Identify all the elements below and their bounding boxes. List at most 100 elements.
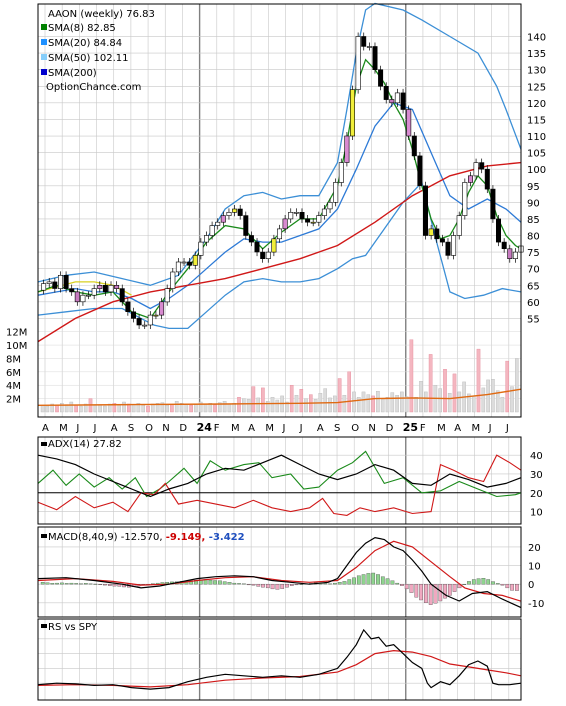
- volume-bar: [333, 395, 337, 413]
- macd-histogram-bar: [285, 584, 289, 588]
- candle-body: [422, 185, 428, 236]
- macd-histogram-bar: [515, 584, 519, 591]
- minus-di-line: [37, 454, 522, 516]
- candle-body: [479, 162, 485, 170]
- macd-histogram-bar: [208, 579, 213, 585]
- macd-histogram-bar: [419, 584, 423, 601]
- candle-body: [445, 241, 451, 256]
- y-tick-label: 60: [527, 298, 540, 309]
- x-month-label: J: [75, 423, 79, 434]
- candle-body: [153, 314, 159, 317]
- volume-bar: [112, 403, 117, 413]
- macd-histogram-bar: [428, 584, 433, 605]
- macd-histogram-bar: [404, 584, 409, 590]
- macd-histogram-bar: [289, 584, 294, 586]
- candle-body: [86, 294, 92, 297]
- macd-histogram-bar: [395, 582, 400, 585]
- adx-tick-label: 20: [530, 489, 543, 500]
- volume-bar: [304, 398, 308, 413]
- candle-body: [288, 212, 294, 220]
- volume-bar: [476, 348, 481, 413]
- candle-body: [119, 288, 125, 303]
- volume-bar: [131, 404, 136, 413]
- x-month-label: S: [128, 423, 134, 434]
- bollinger-upper-band: [37, 2, 522, 286]
- candle-body: [187, 261, 193, 266]
- volume-bar: [103, 405, 107, 413]
- macd-tick-label: 20: [528, 543, 541, 554]
- volume-bar: [194, 404, 198, 413]
- volume-bar: [428, 354, 433, 413]
- candle-body: [102, 284, 108, 293]
- candle-body: [495, 218, 501, 243]
- volume-bar: [447, 393, 452, 413]
- candle-body: [131, 311, 137, 319]
- macd-histogram-bar: [495, 583, 500, 585]
- volume-bar: [385, 397, 390, 413]
- volume-bar: [198, 401, 203, 413]
- macd-histogram-bar: [237, 583, 241, 585]
- macd-histogram-bar: [83, 583, 88, 585]
- macd-histogram-bar: [462, 584, 467, 585]
- macd-histogram-bar: [505, 584, 510, 589]
- macd-line: [37, 536, 522, 609]
- legend-label: SMA(50) 102.11: [48, 53, 129, 64]
- volume-tick-label: 2M: [6, 395, 21, 406]
- macd-panel-border: [37, 526, 522, 618]
- candle-body: [378, 69, 384, 87]
- volume-bar: [452, 373, 457, 413]
- candle-body: [276, 228, 282, 240]
- y-tick-label: 85: [527, 215, 540, 226]
- volume-bar: [366, 394, 371, 413]
- volume-bar: [203, 403, 208, 413]
- volume-bar: [251, 386, 256, 413]
- candle-body: [355, 36, 361, 90]
- volume-bar: [74, 405, 78, 413]
- macd-histogram-bar: [227, 582, 232, 585]
- y-tick-label: 90: [527, 198, 540, 209]
- volume-bar: [361, 391, 366, 413]
- volume-bar: [486, 379, 490, 413]
- candle-body: [456, 215, 462, 236]
- candle-body: [220, 215, 226, 223]
- candle-body: [411, 135, 417, 157]
- macd-histogram-bar: [452, 584, 457, 592]
- x-month-label: M: [471, 423, 480, 434]
- macd-histogram-bar: [98, 584, 103, 585]
- x-month-label: D: [179, 423, 187, 434]
- macd-histogram-bar: [103, 584, 107, 586]
- candle-body: [473, 162, 479, 177]
- candle-body: [142, 324, 148, 327]
- rs-legend-swatch: [41, 624, 47, 628]
- candle-body: [394, 92, 400, 104]
- candle-body: [417, 155, 423, 186]
- volume-bar: [98, 405, 102, 413]
- volume-bar: [50, 403, 54, 413]
- candle-body: [46, 281, 52, 284]
- macd-histogram-bar: [323, 583, 328, 585]
- chart-title: AAON (weekly) 76.83: [48, 9, 155, 20]
- volume-bar: [237, 397, 241, 413]
- candle-body: [327, 202, 333, 210]
- macd-histogram-bar: [93, 583, 98, 585]
- volume-bar: [409, 339, 414, 413]
- sma20-line: [37, 102, 522, 310]
- candle-body: [321, 208, 327, 216]
- candle-body: [282, 218, 288, 230]
- macd-histogram-bar: [371, 572, 376, 585]
- macd-histogram-bar: [481, 578, 486, 585]
- candle-body: [181, 261, 187, 264]
- macd-histogram-bar: [443, 584, 447, 599]
- legend-label: SMA(200): [48, 68, 97, 79]
- volume-bar: [404, 396, 409, 413]
- macd-histogram-bar: [270, 584, 275, 590]
- macd-histogram-bar: [356, 575, 361, 585]
- volume-bar: [174, 401, 179, 413]
- volume-bar: [217, 402, 222, 413]
- candle-body: [52, 281, 58, 289]
- macd-histogram-bar: [471, 579, 476, 585]
- y-tick-label: 100: [527, 165, 546, 176]
- volume-bar: [40, 405, 45, 413]
- bollinger-lower-band: [37, 181, 522, 330]
- adx-line: [37, 454, 522, 498]
